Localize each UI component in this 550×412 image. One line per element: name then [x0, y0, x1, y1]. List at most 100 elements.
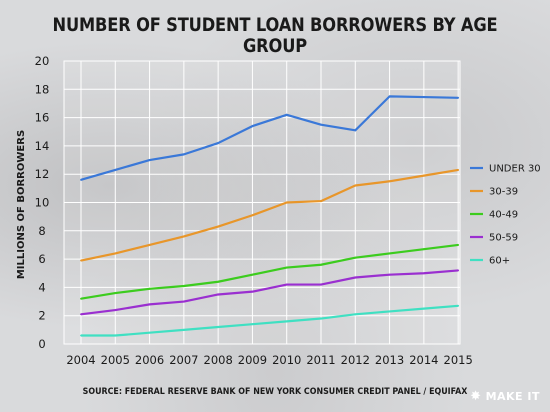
series-3-point-2008 [217, 293, 220, 296]
series-1-point-2011 [320, 200, 322, 202]
series-0-point-2010 [285, 113, 288, 116]
series-4-point-2004 [80, 334, 82, 337]
x-tick-label-2011: 2011 [306, 353, 335, 367]
series-3-point-2014 [422, 272, 425, 275]
series-4-point-2014 [422, 307, 425, 310]
brand-label: MAKE IT [485, 390, 540, 403]
series-4-point-2005 [114, 334, 117, 337]
source-note: SOURCE: FEDERAL RESERVE BANK OF NEW YORK… [82, 387, 468, 397]
series-2-point-2014 [422, 248, 425, 251]
series-2-point-2009 [251, 273, 254, 276]
legend-label-0: UNDER 30 [489, 164, 541, 175]
chart-title: NUMBER OF STUDENT LOAN BORROWERS BY AGE … [52, 15, 498, 57]
series-3-point-2011 [320, 283, 322, 286]
x-tick-label-2012: 2012 [341, 353, 370, 367]
legend-label-1: 30-39 [489, 187, 518, 198]
series-0-point-2006 [148, 159, 151, 161]
series-0-point-2014 [422, 96, 425, 98]
series-4-point-2015 [457, 304, 460, 307]
series-3-point-2013 [388, 273, 391, 276]
series-0-point-2013 [388, 95, 391, 98]
series-4-point-2009 [251, 323, 254, 326]
series-1-point-2012 [354, 184, 357, 187]
y-tick-label-4: 4 [38, 280, 45, 294]
plot-border [63, 60, 461, 345]
series-3-point-2010 [285, 283, 288, 286]
x-tick-label-2007: 2007 [169, 353, 198, 367]
series-2-point-2011 [320, 263, 322, 266]
series-1-point-2005 [114, 252, 117, 255]
x-tick-label-2005: 2005 [101, 353, 130, 367]
series-0-point-2008 [217, 142, 220, 144]
y-tick-label-8: 8 [38, 224, 45, 238]
y-tick-label-6: 6 [38, 252, 45, 266]
x-tick-label-2013: 2013 [375, 353, 404, 367]
y-tick-label-2: 2 [38, 309, 45, 323]
y-tick-label-16: 16 [35, 111, 50, 125]
series-1-point-2014 [422, 174, 425, 177]
series-4-point-2011 [320, 317, 322, 320]
series-3-point-2012 [354, 276, 357, 279]
series-1-point-2009 [251, 214, 254, 217]
legend-label-3: 50-59 [489, 233, 518, 244]
legend-label-2: 40-49 [489, 210, 518, 221]
series-1-point-2013 [388, 180, 391, 183]
x-tick-label-2004: 2004 [66, 353, 95, 367]
series-0-point-2005 [114, 169, 117, 171]
series-2-point-2006 [148, 287, 151, 290]
series-1-point-2006 [148, 244, 151, 246]
series-1-point-2015 [457, 169, 460, 171]
y-tick-label-14: 14 [35, 139, 50, 153]
x-tick-label-2006: 2006 [135, 353, 164, 367]
series-2-point-2012 [354, 256, 357, 259]
y-tick-label-0: 0 [38, 337, 45, 351]
series-line-0 [80, 95, 459, 181]
series-2-point-2015 [457, 244, 460, 246]
series-0-point-2011 [320, 123, 322, 126]
x-tick-label-2015: 2015 [444, 353, 473, 367]
series-3-point-2009 [251, 290, 254, 293]
series-1-point-2010 [285, 201, 288, 204]
series-3-point-2006 [148, 303, 151, 306]
series-2-point-2004 [80, 297, 82, 300]
series-0-point-2015 [457, 96, 460, 99]
y-tick-label-20: 20 [35, 54, 50, 68]
series-0-point-2004 [80, 178, 82, 181]
series-2-point-2007 [182, 285, 185, 287]
series-0-point-2012 [354, 129, 357, 132]
series-3-point-2004 [80, 313, 82, 316]
x-tick-label-2009: 2009 [238, 353, 267, 367]
series-4-point-2007 [182, 328, 185, 331]
brand-logo: ✸ MAKE IT [470, 389, 540, 404]
series-4-point-2012 [354, 313, 357, 316]
series-4-point-2008 [217, 326, 220, 328]
series-2-point-2013 [388, 252, 391, 255]
series-line-2 [80, 243, 459, 300]
series-4-point-2010 [285, 320, 288, 323]
y-tick-label-18: 18 [35, 82, 50, 96]
series-1-point-2007 [182, 235, 185, 238]
series-2-point-2005 [114, 292, 117, 294]
series-1-point-2004 [80, 259, 82, 262]
series-0-point-2007 [182, 153, 185, 156]
y-tick-label-12: 12 [35, 167, 50, 181]
y-tick-label-10: 10 [35, 196, 50, 210]
x-tick-label-2010: 2010 [272, 353, 301, 367]
x-tick-label-2008: 2008 [204, 353, 233, 367]
x-tick-label-2014: 2014 [409, 353, 438, 367]
series-1-point-2008 [217, 225, 220, 228]
series-4-point-2013 [388, 310, 391, 313]
series-0-point-2009 [251, 125, 254, 127]
series-line-4 [81, 304, 459, 337]
series-line-1 [80, 168, 459, 262]
series-3-point-2015 [457, 269, 460, 272]
series-2-point-2008 [217, 280, 220, 283]
legend-label-4: 60+ [489, 256, 510, 267]
series-3-point-2007 [182, 300, 185, 303]
peacock-icon: ✸ [470, 389, 482, 404]
y-axis-label: MILLIONS OF BORROWERS [16, 130, 27, 279]
series-4-point-2006 [148, 331, 151, 334]
series-line-3 [80, 269, 459, 316]
series-3-point-2005 [114, 309, 117, 311]
